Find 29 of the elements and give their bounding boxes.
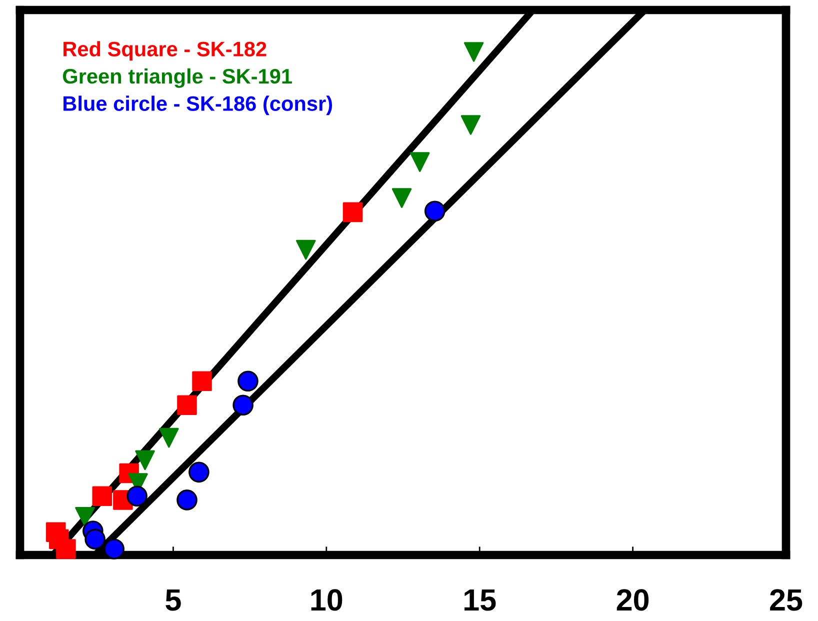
point [424,200,446,222]
x-tick-label: 5 [166,589,181,611]
point [56,539,76,559]
point [464,42,484,62]
x-tick-label: 15 [464,589,496,611]
point [410,152,430,172]
x-tick-label: 20 [616,589,649,611]
x-tick-label: 25 [770,589,802,611]
point [126,486,148,507]
point [159,428,179,448]
point [460,115,481,135]
point [75,506,95,527]
point [238,370,258,392]
point [92,486,112,506]
text: Blue circle - SK-186 (consr) [64,96,332,116]
point [342,202,363,222]
point [176,490,198,510]
point [232,394,254,416]
text: Green triangle - SK-191 [62,68,292,88]
point [296,240,316,260]
point [177,395,197,416]
text: Red Square - SK-182 [64,41,266,61]
point [192,371,212,392]
x-tick-label: 10 [311,589,342,611]
point [84,528,106,550]
point [135,450,155,470]
point [392,188,412,208]
point [104,538,124,560]
point [188,462,210,483]
